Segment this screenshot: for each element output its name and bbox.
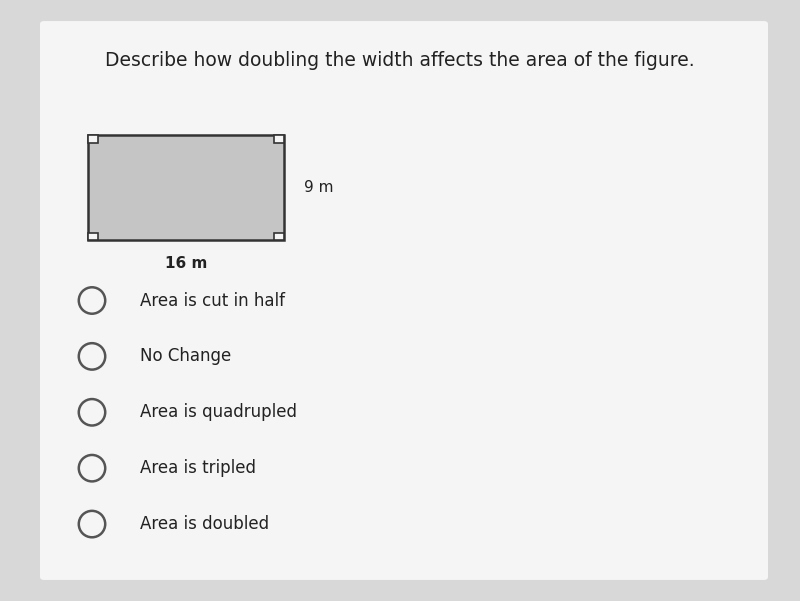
Ellipse shape [78, 455, 106, 481]
Text: Area is doubled: Area is doubled [140, 515, 269, 533]
Bar [88, 135, 284, 240]
Text: 16 m: 16 m [165, 256, 207, 270]
Text: Area is tripled: Area is tripled [140, 459, 256, 477]
Text: No Change: No Change [140, 347, 231, 365]
Ellipse shape [78, 287, 106, 314]
Bar [88, 135, 98, 143]
Text: 9 m: 9 m [304, 180, 334, 195]
Ellipse shape [78, 343, 106, 370]
Text: Area is cut in half: Area is cut in half [140, 291, 285, 310]
Bar [274, 135, 284, 143]
Bar [88, 233, 98, 240]
Text: Area is quadrupled: Area is quadrupled [140, 403, 297, 421]
Ellipse shape [78, 511, 106, 537]
Text: Describe how doubling the width affects the area of the figure.: Describe how doubling the width affects … [105, 50, 695, 70]
Bar [274, 233, 284, 240]
Ellipse shape [78, 399, 106, 426]
